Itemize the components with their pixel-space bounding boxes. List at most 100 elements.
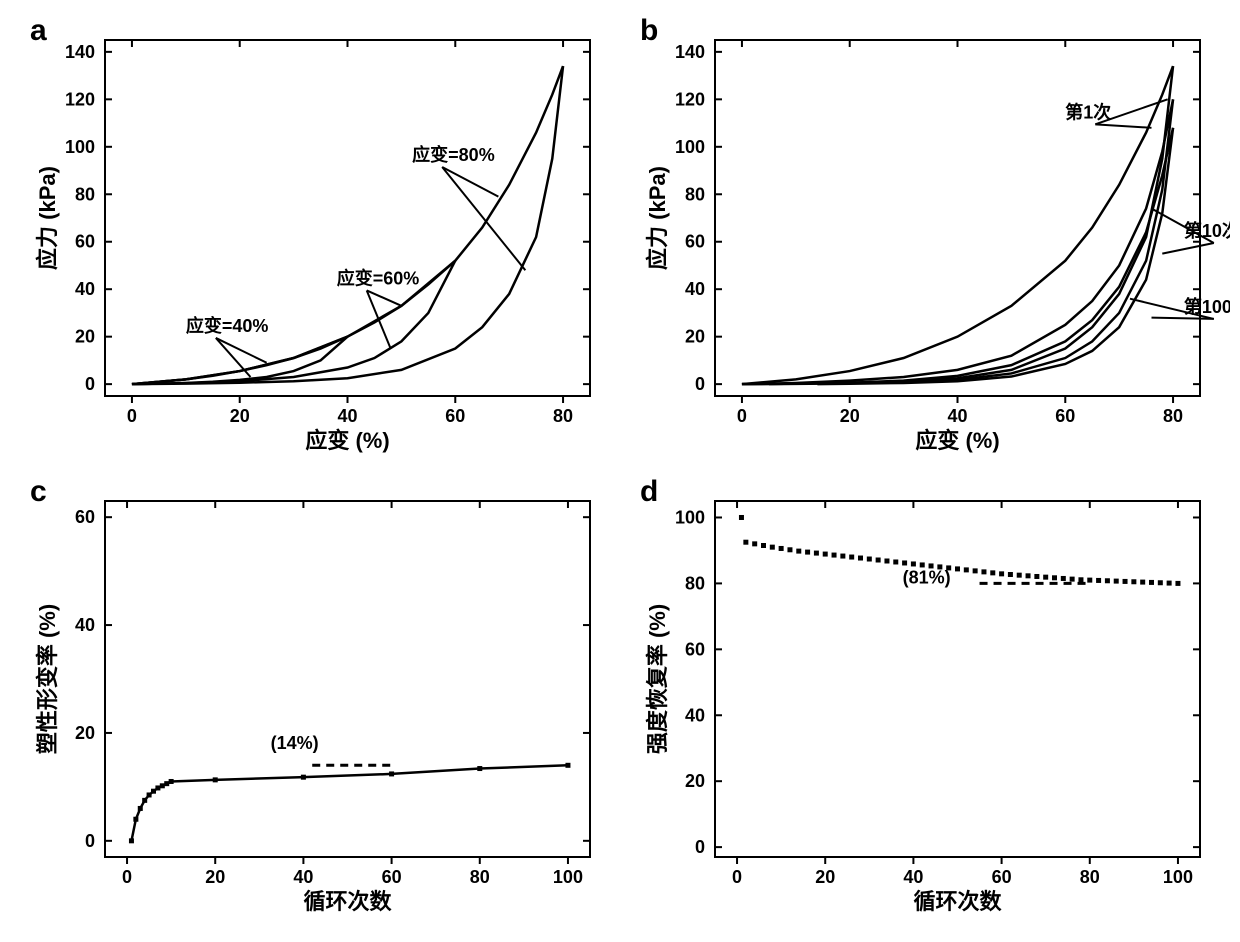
data-point [964, 567, 969, 572]
data-point [893, 559, 898, 564]
data-point [787, 547, 792, 552]
svg-text:140: 140 [65, 42, 95, 62]
data-point [814, 551, 819, 556]
data-point [1078, 577, 1083, 582]
annotation-value: (14%) [271, 733, 319, 753]
svg-text:20: 20 [75, 723, 95, 743]
data-point [770, 545, 775, 550]
data-point [739, 515, 744, 520]
svg-text:80: 80 [470, 867, 490, 887]
curve-cycle10_unload [769, 99, 1173, 384]
data-point [902, 560, 907, 565]
data-point [1017, 573, 1022, 578]
svg-text:40: 40 [75, 615, 95, 635]
data-point [1034, 574, 1039, 579]
data-point [1096, 578, 1101, 583]
data-point [1167, 581, 1172, 586]
data-point [832, 553, 837, 558]
data-point [955, 566, 960, 571]
svg-text:40: 40 [947, 406, 967, 426]
data-point [779, 546, 784, 551]
svg-text:60: 60 [382, 867, 402, 887]
annotation-value: (81%) [903, 567, 951, 587]
svg-text:100: 100 [675, 507, 705, 527]
data-point [743, 540, 748, 545]
panel-letter: c [30, 475, 47, 508]
svg-text:100: 100 [1163, 867, 1193, 887]
data-point [1149, 580, 1154, 585]
data-point [752, 541, 757, 546]
y-axis-title: 塑性形变率 (%) [35, 604, 60, 754]
curve-cycle10_load [742, 99, 1173, 384]
curve-cycle100_load [742, 128, 1173, 384]
panel-a: 020406080020406080100120140应变 (%)应力 (kPa… [10, 10, 620, 471]
svg-text:80: 80 [685, 573, 705, 593]
svg-text:60: 60 [1055, 406, 1075, 426]
svg-text:120: 120 [675, 89, 705, 109]
svg-text:40: 40 [685, 279, 705, 299]
y-axis-title: 强度恢复率 (%) [645, 604, 670, 754]
data-point [147, 792, 152, 797]
panel-c-svg: 0204060801000204060循环次数塑性形变率 (%)c(14%) [10, 471, 620, 932]
curve-strain40_unload [132, 337, 348, 384]
data-point [876, 558, 881, 563]
annotation-0: 应变=40% [186, 315, 269, 336]
data-point [1008, 572, 1013, 577]
x-axis-title: 循环次数 [303, 889, 392, 914]
data-point [477, 766, 482, 771]
data-point [884, 558, 889, 563]
data-point [840, 554, 845, 559]
svg-text:40: 40 [337, 406, 357, 426]
svg-text:0: 0 [85, 831, 95, 851]
data-point [389, 771, 394, 776]
svg-text:20: 20 [815, 867, 835, 887]
panel-letter: d [640, 475, 658, 508]
svg-text:20: 20 [230, 406, 250, 426]
svg-text:100: 100 [65, 137, 95, 157]
svg-text:20: 20 [685, 771, 705, 791]
svg-text:80: 80 [1080, 867, 1100, 887]
data-point [990, 570, 995, 575]
svg-text:0: 0 [732, 867, 742, 887]
data-point [1123, 579, 1128, 584]
series-line [131, 765, 568, 841]
data-point [849, 555, 854, 560]
svg-text:100: 100 [553, 867, 583, 887]
svg-text:60: 60 [445, 406, 465, 426]
data-point [999, 571, 1004, 576]
data-point [1087, 578, 1092, 583]
y-axis-title: 应力 (kPa) [35, 166, 60, 270]
svg-text:80: 80 [553, 406, 573, 426]
x-axis-title: 循环次数 [913, 889, 1002, 914]
panel-letter: b [640, 14, 658, 47]
svg-text:0: 0 [695, 837, 705, 857]
x-axis-title: 应变 (%) [915, 428, 999, 453]
data-point [761, 543, 766, 548]
svg-text:0: 0 [737, 406, 747, 426]
svg-text:20: 20 [75, 327, 95, 347]
svg-text:0: 0 [122, 867, 132, 887]
panel-c: 0204060801000204060循环次数塑性形变率 (%)c(14%) [10, 471, 620, 932]
data-point [213, 777, 218, 782]
data-point [1175, 581, 1180, 586]
svg-text:80: 80 [1163, 406, 1183, 426]
svg-text:60: 60 [75, 507, 95, 527]
panel-b-svg: 020406080020406080100120140应变 (%)应力 (kPa… [620, 10, 1230, 471]
data-point [155, 785, 160, 790]
data-point [169, 779, 174, 784]
data-point [1052, 575, 1057, 580]
svg-text:60: 60 [685, 232, 705, 252]
svg-text:100: 100 [675, 137, 705, 157]
panel-b: 020406080020406080100120140应变 (%)应力 (kPa… [620, 10, 1230, 471]
data-point [911, 561, 916, 566]
data-point [858, 556, 863, 561]
annotation-2: 应变=80% [412, 144, 495, 165]
svg-text:80: 80 [685, 184, 705, 204]
svg-text:60: 60 [992, 867, 1012, 887]
data-point [1043, 575, 1048, 580]
data-point [301, 775, 306, 780]
data-point [867, 557, 872, 562]
data-point [129, 838, 134, 843]
data-point [1061, 576, 1066, 581]
data-point [1131, 579, 1136, 584]
